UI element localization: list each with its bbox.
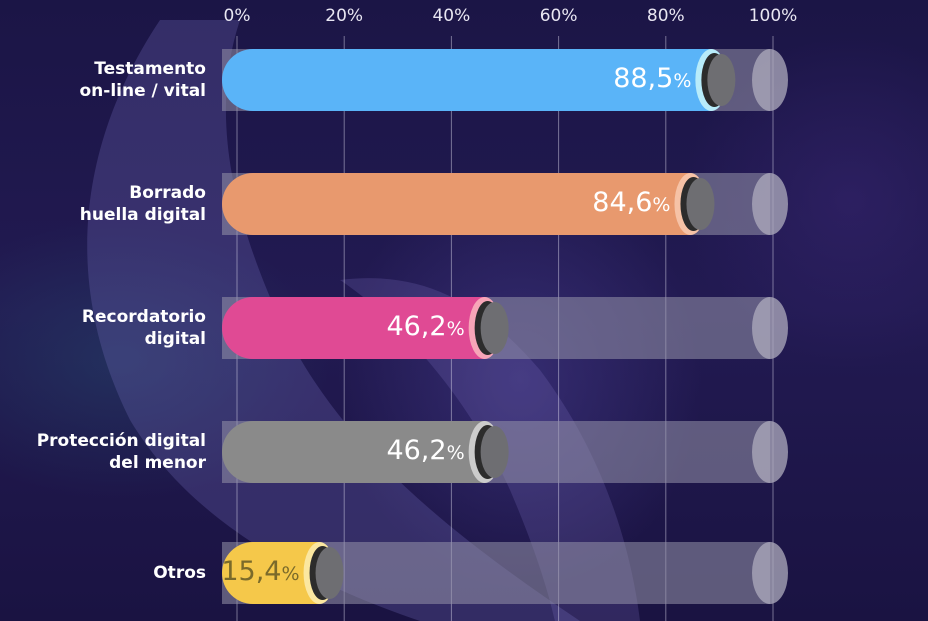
value-number: 84,6 [592, 187, 653, 218]
value-unit: % [446, 318, 465, 340]
category-label-line: del menor [109, 453, 206, 473]
bar-group [222, 421, 788, 483]
category-label-line: on-line / vital [79, 81, 206, 101]
bar [222, 421, 485, 483]
bar-track-end-cap [752, 297, 788, 359]
x-tick-label: 40% [432, 6, 471, 26]
value-unit: % [446, 442, 465, 464]
bar-group [222, 297, 788, 359]
x-tick-label: 20% [325, 6, 364, 26]
bar [222, 297, 485, 359]
category-label-line: Borrado [129, 183, 206, 203]
bar [222, 542, 320, 604]
bar-value-label: 46,2% [386, 312, 464, 344]
category-label: Protección digital del menor [0, 430, 206, 474]
bar-value-label: 46,2% [386, 436, 464, 468]
value-unit: % [652, 194, 671, 216]
bar-end-cap-face [480, 426, 509, 478]
bar-group [222, 173, 788, 235]
value-number: 46,2 [386, 311, 447, 342]
value-number: 46,2 [386, 435, 447, 466]
bar-track-end-cap [752, 49, 788, 111]
category-label: Otros [0, 562, 206, 584]
bar [222, 49, 712, 111]
category-label-line: huella digital [79, 205, 206, 225]
category-label: Borrado huella digital [0, 182, 206, 226]
bar-end-cap-face [707, 54, 736, 106]
bar-value-label: 15,4% [221, 557, 299, 589]
bar-group [222, 49, 788, 111]
category-label-line: Otros [153, 563, 206, 583]
bar-track-end-cap [752, 421, 788, 483]
category-label-line: digital [144, 329, 206, 349]
category-label-line: Recordatorio [81, 307, 206, 327]
x-tick-label: 0% [223, 6, 251, 26]
bar [222, 173, 691, 235]
category-label: Recordatorio digital [0, 306, 206, 350]
bar-track-end-cap [752, 542, 788, 604]
category-label-line: Protección digital [36, 431, 206, 451]
x-tick-label: 80% [646, 6, 685, 26]
bar-group [222, 542, 788, 604]
value-number: 88,5 [613, 63, 674, 94]
category-label-line: Testamento [94, 59, 206, 79]
value-number: 15,4 [221, 556, 282, 587]
bar-value-label: 84,6% [592, 188, 670, 220]
x-tick-label: 100% [748, 6, 798, 26]
bar-end-cap-face [480, 302, 509, 354]
bar-track-end-cap [752, 173, 788, 235]
value-unit: % [281, 563, 300, 585]
category-label: Testamento on-line / vital [0, 58, 206, 102]
bar-value-label: 88,5% [613, 64, 691, 96]
bar-end-cap-face [686, 178, 715, 230]
bar-end-cap-face [315, 547, 344, 599]
x-tick-label: 60% [539, 6, 578, 26]
value-unit: % [673, 70, 692, 92]
